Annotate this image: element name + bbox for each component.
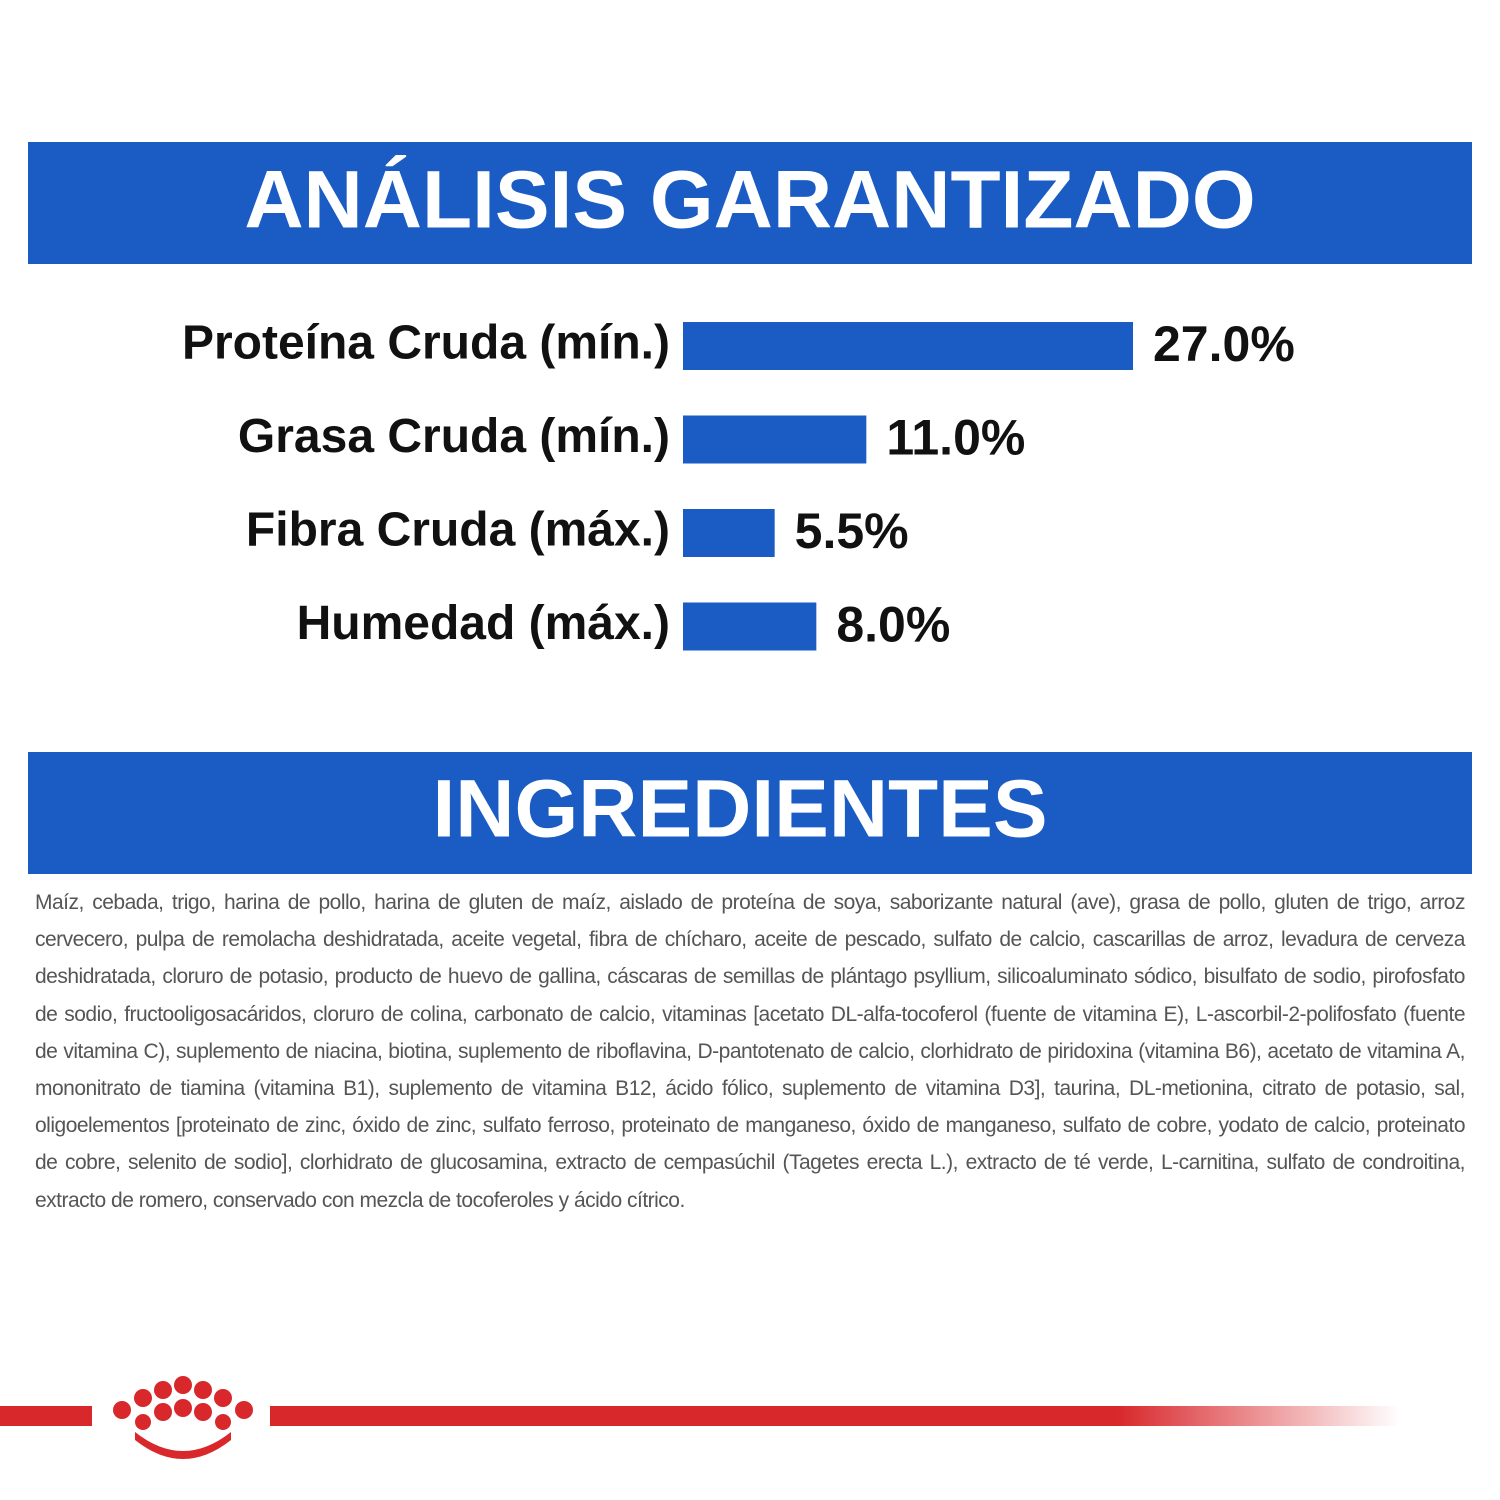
category-label: Grasa Cruda (mín.)	[238, 410, 670, 463]
bar	[683, 602, 817, 651]
bar	[683, 322, 1133, 370]
value-label: 5.5%	[795, 503, 909, 559]
value-label: 8.0%	[836, 597, 950, 653]
logo	[0, 1376, 1400, 1459]
category-label: Fibra Cruda (máx.)	[246, 504, 670, 557]
ingredients-band	[28, 752, 1472, 874]
ingredients-text: Maíz, cebada, trigo, harina de pollo, ha…	[35, 891, 1466, 1212]
category-label: Proteína Cruda (mín.)	[182, 317, 670, 370]
value-label: 11.0%	[886, 410, 1025, 466]
ingredients-title: INGREDIENTES	[432, 764, 1047, 855]
category-label: Humedad (máx.)	[297, 597, 670, 650]
bar	[683, 415, 867, 464]
value-label: 27.0%	[1153, 316, 1295, 372]
bar	[683, 509, 775, 557]
chart-title: ANÁLISIS GARANTIZADO	[244, 155, 1255, 246]
title-band	[28, 142, 1472, 264]
